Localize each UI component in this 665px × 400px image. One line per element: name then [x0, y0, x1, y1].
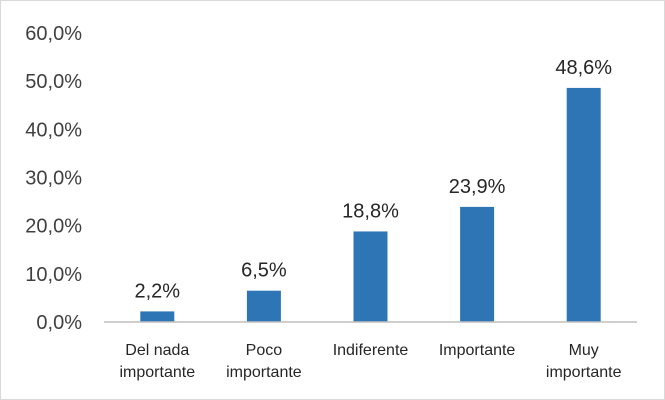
category-label: Poco [246, 342, 283, 359]
data-labels: 2,2% 6,5% 18,8% 23,9% 48,6% [135, 57, 613, 302]
y-tick-label: 10,0% [25, 264, 82, 286]
bar [566, 87, 601, 322]
category-label: Importante [439, 342, 516, 359]
bar [353, 231, 388, 322]
data-label: 23,9% [449, 176, 506, 198]
data-label: 2,2% [135, 280, 181, 302]
category-label: Indiferente [333, 342, 409, 359]
y-tick-label: 50,0% [25, 71, 82, 93]
bar [246, 290, 281, 322]
bar [460, 206, 495, 322]
category-label: Muy [569, 342, 599, 359]
category-label: importante [546, 364, 622, 381]
y-axis: 0,0% 10,0% 20,0% 30,0% 40,0% 50,0% 60,0% [25, 23, 82, 334]
y-tick-label: 60,0% [25, 23, 82, 45]
x-axis-categories: Del nada importante Poco importante Indifere… [120, 342, 622, 381]
y-tick-label: 0,0% [36, 312, 82, 334]
y-tick-label: 20,0% [25, 216, 82, 238]
data-label: 6,5% [241, 260, 287, 282]
bars [140, 87, 601, 322]
category-label: importante [226, 364, 302, 381]
bar [140, 311, 175, 322]
data-label: 48,6% [555, 57, 612, 79]
category-label: Del nada [125, 342, 189, 359]
category-label: importante [120, 364, 196, 381]
data-label: 18,8% [342, 200, 399, 222]
y-tick-label: 40,0% [25, 119, 82, 141]
y-tick-label: 30,0% [25, 168, 82, 190]
